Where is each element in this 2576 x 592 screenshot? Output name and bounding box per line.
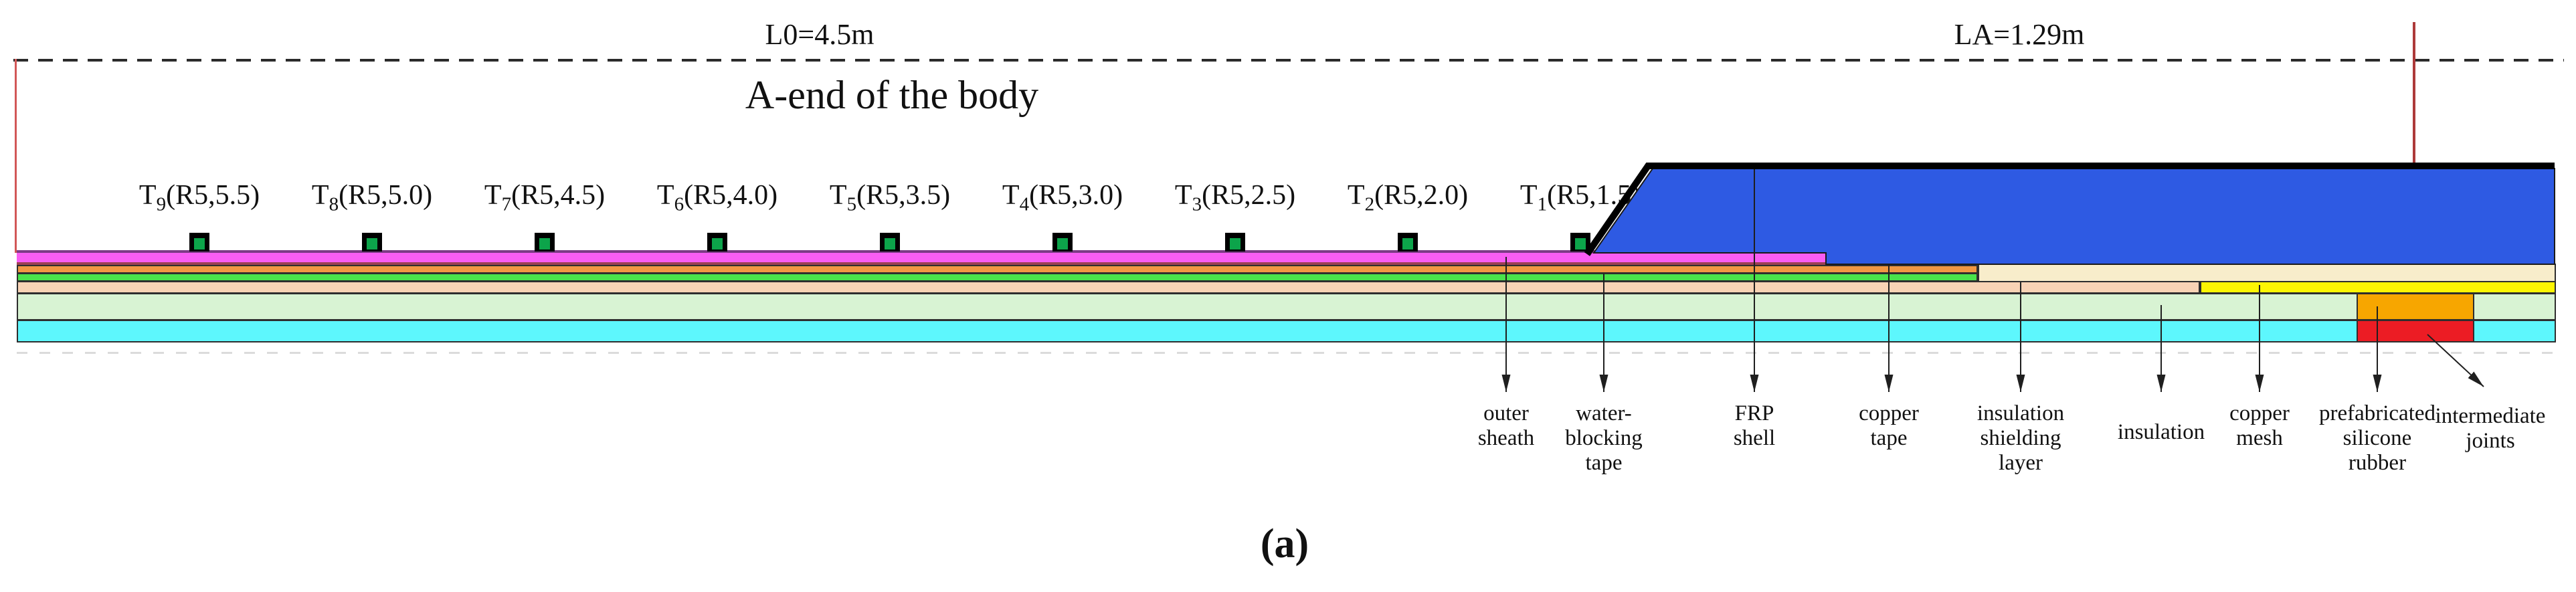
top-dashed-dimension-line: [13, 59, 2564, 62]
sensor-label-T3: T3(R5,2.5): [1174, 180, 1296, 215]
layer-outer-sheath: [17, 253, 1826, 263]
sensor-core: [885, 238, 895, 250]
temperature-sensor-4: [1052, 233, 1073, 252]
temperature-sensor-2: [1398, 233, 1418, 252]
dimension-label-LA: LA=1.29m: [1954, 18, 2085, 51]
sensor-label-T6: T6(R5,4.0): [656, 180, 778, 215]
sensor-label-T9: T9(R5,5.5): [139, 180, 260, 215]
sensor-label-T1: T1(R5,1.5): [1520, 180, 1641, 215]
sensor-label-T5: T5(R5,3.5): [829, 180, 951, 215]
temperature-sensor-3: [1225, 233, 1245, 252]
temperature-sensor-6: [707, 233, 727, 252]
figure-caption: (a): [1260, 521, 1309, 567]
callout-insulation-shielding-layer: insulation shielding layer: [1976, 401, 2065, 475]
layer-sheath-top-border: [17, 250, 1826, 253]
sensor-core: [1402, 238, 1413, 250]
sensor-core: [712, 238, 723, 250]
block-intermediate-joint: [2357, 320, 2474, 342]
layer-copper-mesh: [2200, 281, 2556, 294]
sensor-core: [367, 238, 377, 250]
callout-water-blocking-tape: water- blocking tape: [1565, 401, 1643, 475]
layer-sheath-inner-border: [17, 262, 1826, 266]
sensor-label-T7: T7(R5,4.5): [484, 180, 606, 215]
callout-outer-sheath: outer sheath: [1477, 401, 1535, 450]
sensor-core: [1230, 238, 1240, 250]
dimension-label-L0: L0=4.5m: [765, 18, 875, 51]
sensor-core: [539, 238, 550, 250]
sensor-core: [1575, 238, 1586, 250]
temperature-sensor-1: [1570, 233, 1590, 252]
left-red-reference-line: [15, 59, 17, 253]
layer-insulation: [17, 293, 2556, 320]
frp-shell-black-cap: [1584, 163, 2555, 256]
sensor-core: [1057, 238, 1068, 250]
sensor-core: [194, 238, 205, 250]
callout-frp-shell: FRP shell: [1733, 401, 1776, 450]
callout-insulation: insulation: [2117, 420, 2205, 444]
layer-conductor-cyan: [17, 320, 2556, 342]
callout-copper-tape: copper tape: [1859, 401, 1919, 450]
sensor-label-T2: T2(R5,2.0): [1347, 180, 1469, 215]
layer-joint-inner-cream: [1978, 264, 2556, 282]
callout-intermediate-joints: intermediate joints: [2435, 404, 2546, 453]
temperature-sensor-8: [362, 233, 382, 252]
bottom-faint-dashed-line: [17, 352, 2556, 354]
sensor-label-T4: T4(R5,3.0): [1002, 180, 1123, 215]
block-prefabricated-silicone-rubber: [2357, 293, 2474, 320]
temperature-sensor-9: [189, 233, 209, 252]
layer-insulation-shielding: [17, 281, 2200, 294]
diagram-title: A-end of the body: [745, 73, 1039, 117]
sensor-label-T8: T8(R5,5.0): [311, 180, 433, 215]
temperature-sensor-5: [880, 233, 900, 252]
temperature-sensor-7: [535, 233, 555, 252]
callout-copper-mesh: copper mesh: [2229, 401, 2290, 450]
callout-prefabricated-silicone-rubber: prefabricated silicone rubber: [2318, 401, 2436, 475]
